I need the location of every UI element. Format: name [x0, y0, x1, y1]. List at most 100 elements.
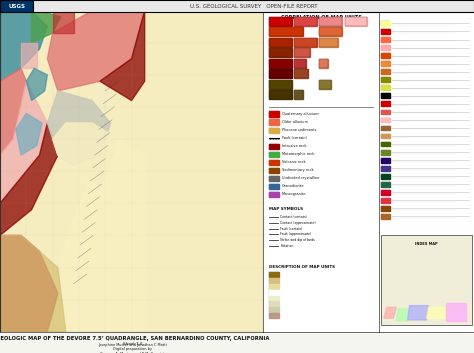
Bar [319, 38, 337, 47]
Polygon shape [0, 11, 47, 81]
Bar [381, 214, 390, 219]
Bar [269, 17, 292, 26]
Bar [294, 90, 303, 99]
Bar [381, 190, 390, 195]
Bar [381, 198, 390, 203]
Bar [381, 166, 390, 170]
Bar [381, 235, 472, 325]
Bar [269, 48, 292, 57]
Bar [345, 17, 367, 26]
Bar [269, 284, 279, 289]
Bar [269, 192, 279, 197]
Polygon shape [384, 307, 396, 318]
Bar [319, 80, 331, 89]
Text: Contact (approximate): Contact (approximate) [281, 221, 316, 225]
Bar [319, 17, 342, 26]
Polygon shape [27, 68, 47, 101]
Bar [381, 77, 390, 82]
Bar [269, 273, 279, 277]
Bar [269, 112, 279, 116]
Bar [269, 301, 279, 306]
Bar [269, 313, 279, 318]
Bar [319, 28, 342, 36]
Text: Contact (certain): Contact (certain) [281, 215, 307, 219]
Bar [381, 45, 390, 50]
Bar [269, 144, 279, 149]
Bar [345, 17, 367, 26]
Bar [269, 278, 279, 283]
Polygon shape [53, 123, 118, 187]
Bar [269, 59, 292, 68]
Bar [381, 21, 390, 26]
Bar [381, 94, 390, 98]
Bar [294, 90, 303, 99]
Polygon shape [427, 307, 447, 318]
Bar [381, 206, 390, 211]
Bar [269, 290, 279, 294]
Bar [269, 90, 292, 99]
Bar [294, 70, 308, 78]
Bar [381, 190, 390, 195]
Bar [294, 38, 317, 47]
Bar [294, 48, 310, 57]
Bar [381, 37, 390, 42]
Bar [294, 48, 310, 57]
Bar [381, 174, 390, 179]
Bar [381, 142, 390, 146]
Bar [269, 278, 279, 283]
Bar [381, 94, 390, 98]
Bar [269, 70, 292, 78]
Bar [381, 198, 390, 203]
Bar [269, 168, 279, 173]
Bar [381, 29, 390, 34]
Text: Quaternary alluvium: Quaternary alluvium [282, 112, 318, 116]
Bar [381, 158, 390, 162]
Bar [269, 295, 279, 300]
Bar [269, 290, 279, 294]
Text: Metamorphic rock: Metamorphic rock [282, 152, 314, 156]
Bar [381, 70, 390, 74]
Text: MAP SYMBOLS: MAP SYMBOLS [269, 207, 303, 211]
Bar [381, 174, 390, 179]
Text: Pliocene sediments: Pliocene sediments [282, 128, 316, 132]
Bar [381, 85, 390, 90]
Bar [269, 307, 279, 312]
Bar [294, 17, 317, 26]
Bar [269, 151, 279, 157]
Bar [319, 80, 331, 89]
Bar [269, 176, 279, 181]
Polygon shape [396, 309, 410, 321]
Bar [294, 38, 317, 47]
Bar [381, 109, 390, 114]
Bar [381, 77, 390, 82]
Bar [269, 127, 279, 133]
Bar [269, 176, 279, 181]
Bar [381, 53, 390, 58]
Bar [294, 59, 306, 68]
Bar [381, 134, 390, 138]
Bar [381, 158, 390, 162]
Bar [381, 118, 390, 122]
Text: Undivided crystalline: Undivided crystalline [282, 176, 319, 180]
Bar [269, 184, 279, 189]
Bar [381, 45, 390, 50]
Bar [269, 70, 292, 78]
Text: CORRELATION OF MAP UNITS: CORRELATION OF MAP UNITS [281, 16, 362, 20]
Bar [381, 182, 390, 187]
Bar [269, 313, 279, 318]
Bar [319, 38, 337, 47]
Bar [381, 21, 390, 26]
Text: USGS: USGS [8, 4, 25, 9]
Bar [381, 150, 390, 155]
Text: Fault (certain): Fault (certain) [281, 227, 303, 231]
Bar [269, 17, 292, 26]
Text: Fault (approximate): Fault (approximate) [281, 233, 312, 237]
Text: U.S. GEOLOGICAL SURVEY   OPEN-FILE REPORT: U.S. GEOLOGICAL SURVEY OPEN-FILE REPORT [190, 4, 317, 9]
Bar [381, 109, 390, 114]
Bar [269, 192, 279, 197]
Bar [381, 166, 390, 170]
Bar [294, 17, 317, 26]
Bar [269, 168, 279, 173]
Bar [269, 28, 303, 36]
Bar [269, 144, 279, 149]
